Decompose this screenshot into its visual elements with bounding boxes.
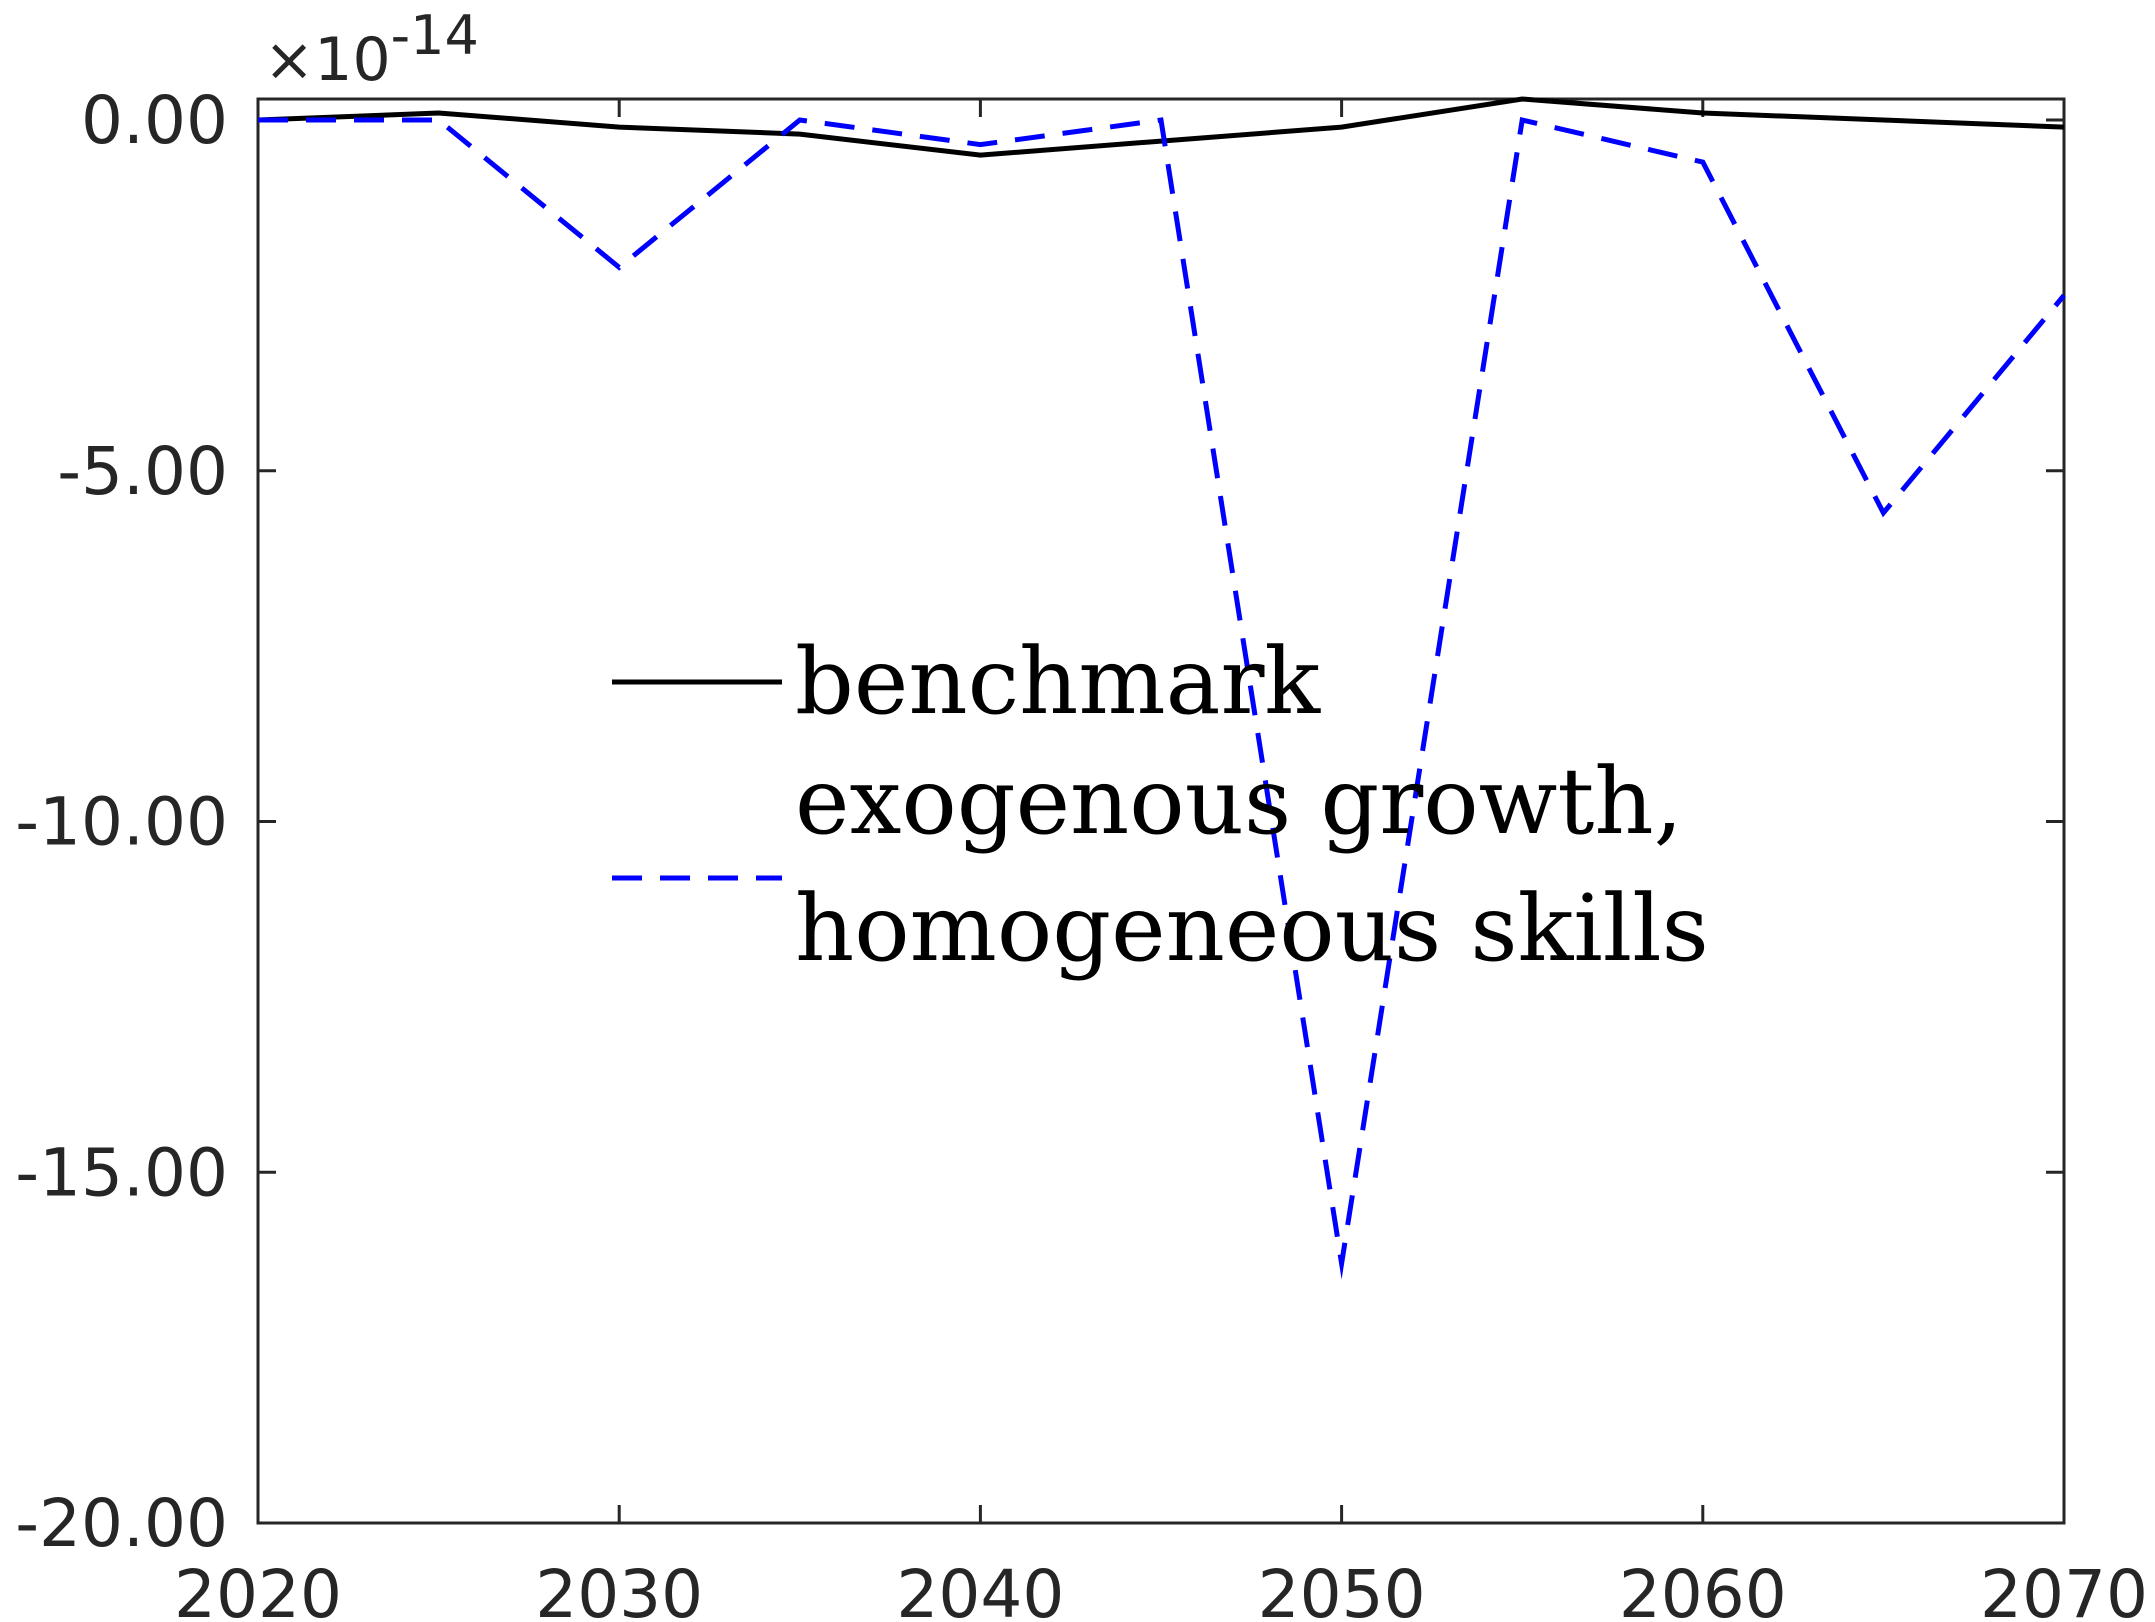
x-tick-label: 2050 <box>1258 1556 1426 1622</box>
y-exponent-label: ×10-14 <box>264 4 479 95</box>
y-tick-labels: 0.00 -5.00 -10.00 -15.00 -20.00 <box>15 82 228 1562</box>
x-tick-label: 2040 <box>896 1556 1064 1622</box>
y-exponent: -14 <box>391 4 479 67</box>
legend-label-1: benchmark <box>795 628 1321 735</box>
y-tick-label: 0.00 <box>81 82 228 159</box>
y-tick-label: -15.00 <box>15 1134 228 1211</box>
y-tick-label: -10.00 <box>15 784 228 861</box>
series-layer <box>257 96 2066 1280</box>
x-tick-labels: 2020 2030 2040 2050 2060 2070 <box>174 1556 2148 1622</box>
y-tick-label: -20.00 <box>15 1485 228 1562</box>
x-tick-label: 2020 <box>174 1556 342 1622</box>
legend-label-2: exogenous growth, <box>795 748 1683 855</box>
x-tick-label: 2060 <box>1619 1556 1787 1622</box>
axes-box <box>256 97 2066 1525</box>
axis-ticks <box>256 99 2066 1525</box>
x-tick-label: 2070 <box>1980 1556 2148 1622</box>
y-tick-label: -5.00 <box>57 433 228 510</box>
legend-label-2: homogeneous skills <box>795 875 1709 982</box>
legend: benchmark exogenous growth, homogeneous sk… <box>612 628 1709 982</box>
x-tick-label: 2030 <box>535 1556 703 1622</box>
